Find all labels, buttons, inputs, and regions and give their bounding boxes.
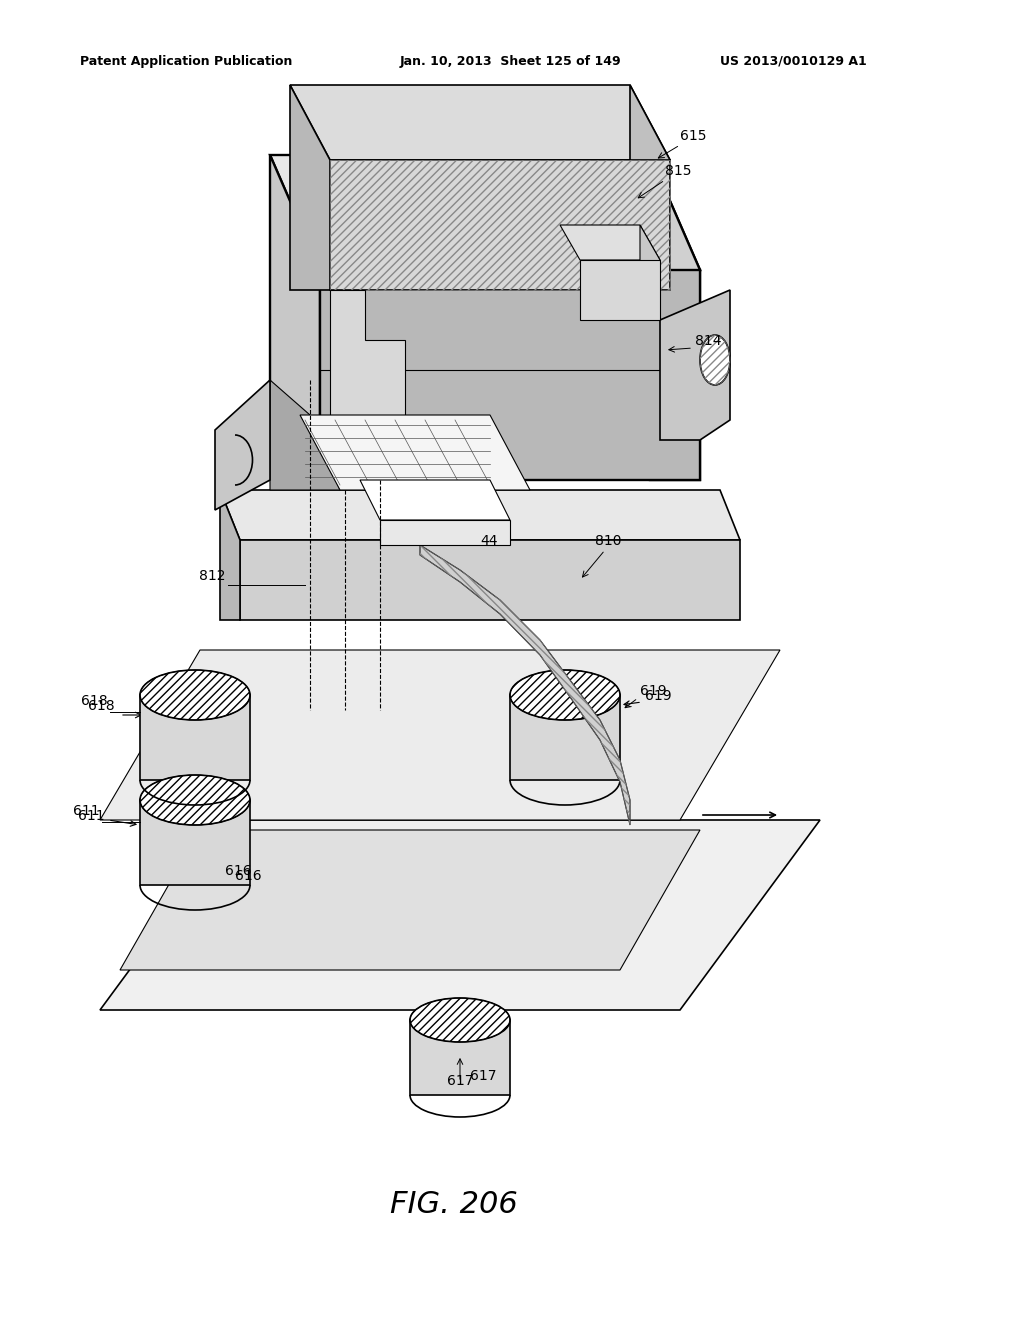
Polygon shape xyxy=(290,84,330,290)
Text: 815: 815 xyxy=(665,164,691,178)
Text: US 2013/0010129 A1: US 2013/0010129 A1 xyxy=(720,55,866,69)
Polygon shape xyxy=(220,490,740,540)
Ellipse shape xyxy=(410,998,510,1041)
Ellipse shape xyxy=(510,671,620,719)
Polygon shape xyxy=(215,380,270,510)
Polygon shape xyxy=(270,380,340,490)
Text: 616: 616 xyxy=(225,865,252,878)
Text: 619: 619 xyxy=(645,689,672,704)
Text: 617: 617 xyxy=(470,1069,497,1082)
Polygon shape xyxy=(380,520,510,545)
Text: Patent Application Publication: Patent Application Publication xyxy=(80,55,293,69)
Polygon shape xyxy=(300,414,530,490)
Polygon shape xyxy=(640,224,660,319)
Polygon shape xyxy=(330,290,406,420)
Ellipse shape xyxy=(140,775,250,825)
Text: FIG. 206: FIG. 206 xyxy=(390,1191,518,1218)
Polygon shape xyxy=(220,490,240,620)
Polygon shape xyxy=(100,649,780,820)
Polygon shape xyxy=(560,224,660,260)
Text: 619: 619 xyxy=(640,684,667,698)
Polygon shape xyxy=(410,1020,510,1096)
Polygon shape xyxy=(240,540,740,620)
Text: 812: 812 xyxy=(199,569,225,583)
Polygon shape xyxy=(630,84,670,290)
Text: 814: 814 xyxy=(695,334,722,348)
Polygon shape xyxy=(290,84,670,160)
Text: 44: 44 xyxy=(480,535,498,548)
Polygon shape xyxy=(270,154,319,480)
Polygon shape xyxy=(330,160,670,290)
Text: 618: 618 xyxy=(81,694,108,708)
Text: 615: 615 xyxy=(680,129,707,143)
Text: Jan. 10, 2013  Sheet 125 of 149: Jan. 10, 2013 Sheet 125 of 149 xyxy=(400,55,622,69)
Ellipse shape xyxy=(700,335,730,385)
Polygon shape xyxy=(510,696,620,780)
Polygon shape xyxy=(319,271,700,480)
Polygon shape xyxy=(100,820,820,1010)
Polygon shape xyxy=(140,696,250,780)
Text: 617: 617 xyxy=(446,1074,473,1088)
Text: 618: 618 xyxy=(88,700,115,713)
Text: 611: 611 xyxy=(79,809,105,822)
Polygon shape xyxy=(360,480,510,520)
Polygon shape xyxy=(420,545,630,825)
Polygon shape xyxy=(580,260,660,319)
Polygon shape xyxy=(650,154,700,480)
Polygon shape xyxy=(270,154,700,271)
Text: 616: 616 xyxy=(234,869,261,883)
Text: 810: 810 xyxy=(595,535,622,548)
Polygon shape xyxy=(120,830,700,970)
Text: 611: 611 xyxy=(74,804,100,818)
Polygon shape xyxy=(660,290,730,440)
Ellipse shape xyxy=(140,671,250,719)
Polygon shape xyxy=(140,800,250,884)
